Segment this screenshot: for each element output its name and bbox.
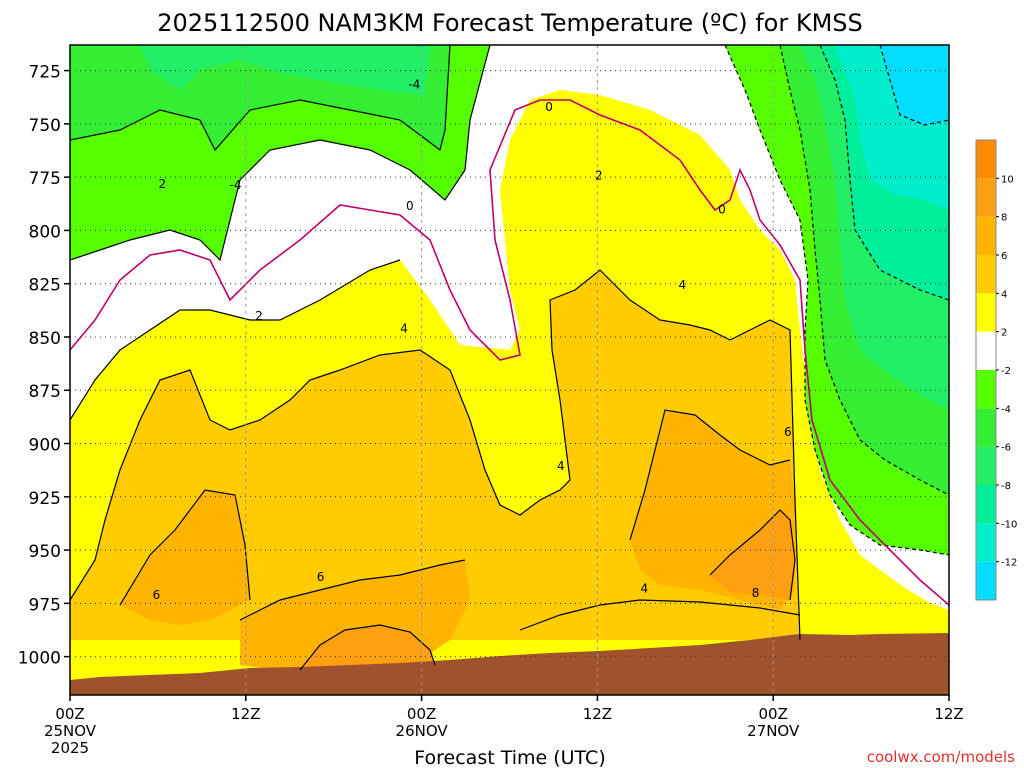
x-tick-label: 00Z bbox=[759, 705, 788, 723]
colorbar-band bbox=[976, 485, 996, 524]
y-tick-label: 925 bbox=[29, 489, 61, 509]
y-tick-label: 900 bbox=[29, 436, 61, 456]
freezing-contour bbox=[70, 99, 949, 606]
plot-area: 2 -4 -4 0 2 0 0 2 4 4 6 4 6 6 4 8 bbox=[70, 45, 949, 695]
contour-label: 8 bbox=[752, 586, 760, 600]
colorbar-band bbox=[976, 370, 996, 409]
contour-label: 6 bbox=[317, 570, 325, 584]
contour-label: -4 bbox=[408, 78, 420, 92]
y-tick-label: 750 bbox=[29, 116, 61, 136]
chart-title: 2025112500 NAM3KM Forecast Temperature (… bbox=[157, 9, 863, 37]
colorbar-label: -12 bbox=[1001, 558, 1017, 569]
band-minus12-minus14-right bbox=[880, 45, 949, 125]
colorbar-label: -2 bbox=[1001, 366, 1011, 377]
contour-label: 0 bbox=[545, 100, 553, 114]
plot-frame bbox=[69, 44, 950, 696]
y-tick-label: 875 bbox=[29, 382, 61, 402]
colorbar-band bbox=[976, 178, 996, 217]
colorbar-label: -6 bbox=[1001, 443, 1011, 454]
band-8-10-right bbox=[710, 510, 795, 600]
x-tick-date: 25NOV bbox=[44, 722, 97, 740]
band-8-10-bottom bbox=[300, 625, 435, 675]
contour-label: 4 bbox=[400, 322, 408, 336]
x-tick-label: 12Z bbox=[231, 705, 260, 723]
y-axis: 725 750 775 800 825 850 875 900 925 950 975 1000 bbox=[18, 63, 70, 669]
y-tick-label: 775 bbox=[29, 169, 61, 189]
contour-label: 6 bbox=[784, 425, 792, 439]
band-0-white bbox=[70, 45, 949, 610]
colorbar-band bbox=[976, 255, 996, 294]
colorbar-band bbox=[976, 523, 996, 562]
colorbar-band bbox=[976, 561, 996, 600]
colorbar-label: 4 bbox=[1001, 289, 1007, 300]
contour-label: 2 bbox=[595, 168, 603, 182]
contour-lines bbox=[70, 45, 949, 671]
band-minus6-minus8-left bbox=[140, 45, 430, 95]
y-tick-label: 800 bbox=[29, 222, 61, 242]
colorbar-band bbox=[976, 293, 996, 332]
colorbar-band bbox=[976, 140, 996, 179]
contour-label: 0 bbox=[718, 202, 726, 216]
contour-label: 4 bbox=[557, 459, 565, 473]
x-tick-date: 26NOV bbox=[396, 722, 449, 740]
x-axis-label: Forecast Time (UTC) bbox=[414, 747, 605, 768]
x-tick-label: 12Z bbox=[583, 705, 612, 723]
y-tick-label: 850 bbox=[29, 329, 61, 349]
colorbar-label: 2 bbox=[1001, 328, 1007, 339]
contour-labels: 2 -4 -4 0 2 0 0 2 4 4 6 4 6 6 4 8 bbox=[153, 78, 792, 602]
x-tick-label: 00Z bbox=[55, 705, 84, 723]
band-6-8-left bbox=[120, 490, 250, 625]
band-4-6-left bbox=[70, 270, 800, 640]
x-tick-year: 2025 bbox=[51, 739, 89, 757]
vertical-grid-lines bbox=[245, 45, 774, 695]
y-tick-label: 1000 bbox=[18, 649, 61, 669]
contour-label: -4 bbox=[230, 178, 242, 192]
colorbar-label: -4 bbox=[1001, 404, 1011, 415]
colorbar-band bbox=[976, 446, 996, 485]
colorbar-label: 10 bbox=[1001, 174, 1014, 185]
y-tick-label: 975 bbox=[29, 595, 61, 615]
contour-label: 2 bbox=[255, 309, 263, 323]
x-tick-label: 12Z bbox=[934, 705, 963, 723]
contour-label: 2 bbox=[158, 177, 166, 191]
y-tick-label: 725 bbox=[29, 63, 61, 83]
colorbar-label: -10 bbox=[1001, 519, 1017, 530]
contour-label: 4 bbox=[679, 278, 687, 292]
colorbar: 10 8 6 4 2 -2 -4 -6 -8 -10 -12 bbox=[975, 139, 1017, 601]
y-tick-label: 825 bbox=[29, 276, 61, 296]
x-tick-label: 00Z bbox=[407, 705, 436, 723]
contour-label: 0 bbox=[406, 199, 414, 213]
y-tick-label: 950 bbox=[29, 542, 61, 562]
x-tick-date: 27NOV bbox=[747, 722, 800, 740]
colorbar-label: 8 bbox=[1001, 213, 1007, 224]
colorbar-label: -8 bbox=[1001, 481, 1011, 492]
colorbar-band bbox=[976, 216, 996, 255]
ground bbox=[70, 633, 949, 695]
colorbar-band bbox=[976, 331, 996, 370]
colorbar-band bbox=[976, 408, 996, 447]
credit-link[interactable]: coolwx.com/models bbox=[867, 748, 1015, 766]
contour-label: 6 bbox=[153, 588, 161, 602]
colorbar-label: 6 bbox=[1001, 251, 1007, 262]
contour-label: 4 bbox=[640, 582, 648, 596]
